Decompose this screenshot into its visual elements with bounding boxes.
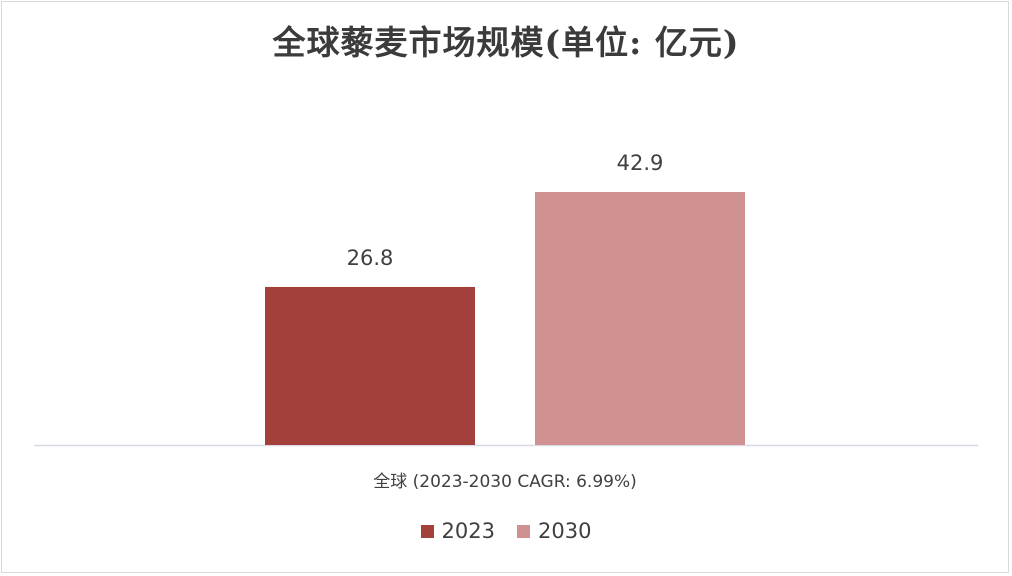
chart-title: 全球藜麦市场规模(单位: 亿元) — [272, 23, 740, 62]
legend-label: 2030 — [538, 519, 592, 543]
bar-2030 — [535, 192, 745, 445]
chart-legend: 2023 2030 — [0, 519, 1012, 543]
category-label: 全球 (2023-2030 CAGR: 6.99%) — [373, 472, 637, 492]
legend-swatch — [517, 524, 530, 538]
legend-swatch — [420, 524, 434, 538]
legend-label: 2023 — [441, 519, 495, 543]
bar-2023 — [265, 286, 475, 445]
legend-item-2023: 2023 — [420, 519, 495, 543]
data-label-2030: 42.9 — [617, 151, 664, 175]
legend-item-2030: 2030 — [517, 519, 591, 543]
data-label-2023: 26.8 — [347, 246, 394, 270]
